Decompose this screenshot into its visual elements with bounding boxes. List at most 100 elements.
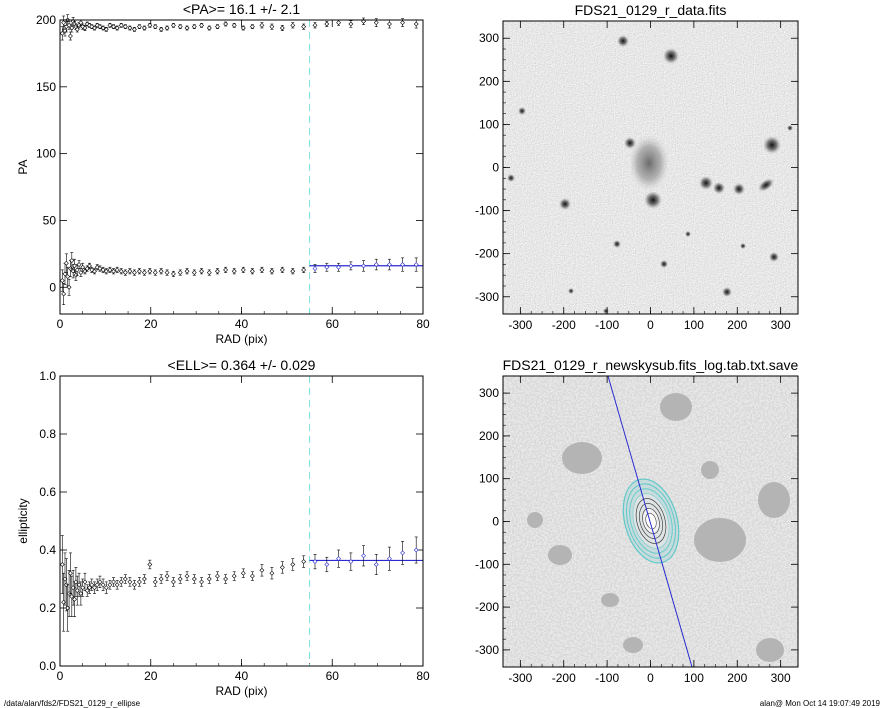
data-point [122, 24, 128, 30]
x-tick-label: 0 [647, 671, 654, 685]
data-point [114, 25, 120, 31]
data-point [147, 562, 153, 567]
data-point [191, 24, 197, 30]
data-point [147, 22, 153, 28]
data-point [84, 266, 90, 271]
data-point [223, 267, 229, 273]
isophote-contours [622, 478, 680, 564]
data-point [184, 25, 190, 31]
data-point [97, 266, 103, 271]
y-tick-label: 0.8 [39, 427, 56, 441]
y-tick-label: 200 [479, 429, 499, 443]
data-point [65, 274, 71, 280]
data-point [107, 582, 113, 588]
data-point [111, 268, 116, 274]
x-tick-label: 60 [326, 669, 340, 683]
y-tick-label: 100 [479, 472, 499, 486]
x-tick-label: 0 [57, 669, 64, 683]
data-point [191, 270, 197, 275]
y-tick-label: 0 [492, 161, 499, 175]
data-point [269, 24, 275, 30]
data-point [184, 573, 190, 579]
data-point [78, 591, 84, 596]
data-point [348, 263, 354, 269]
image-title: FDS21_0129_r_data.fits [575, 2, 727, 18]
data-point [68, 570, 73, 576]
data-point [164, 573, 170, 579]
x-tick-label: 20 [144, 669, 158, 683]
data-point [199, 268, 204, 274]
data-point [152, 270, 158, 275]
x-tick-label: -300 [508, 318, 532, 332]
y-tick-label: -200 [475, 600, 499, 614]
image-title: FDS21_0129_r_newskysub.fits_log.tab.txt.… [503, 357, 799, 373]
x-tick-label: 20 [144, 317, 158, 331]
x-tick-label: -100 [595, 318, 619, 332]
data-point [152, 579, 158, 585]
data-point [107, 22, 113, 28]
data-point [131, 270, 137, 275]
y-tick-label: -300 [475, 290, 499, 304]
data-point [400, 20, 406, 26]
footer-left: /data/alan/fds2/FDS21_0129_r_ellipse [4, 699, 141, 708]
data-point [279, 564, 285, 570]
data-point [147, 268, 153, 274]
y-tick-label: 200 [36, 13, 56, 27]
data-point [97, 579, 103, 585]
data-point [279, 25, 285, 31]
data-point [164, 25, 170, 31]
data-point [231, 573, 237, 579]
data-point [215, 268, 220, 274]
data-point [131, 26, 137, 32]
data-image-panel: -300 -200 -100 0 100 200 300 -300 -200 -100 0 100 20… [475, 2, 799, 332]
data-point [59, 30, 65, 36]
data-point [66, 22, 72, 28]
data-point [141, 576, 147, 582]
data-point [158, 576, 164, 582]
data-point [206, 576, 212, 582]
x-tick-label: -200 [552, 318, 576, 332]
data-point [92, 585, 97, 591]
data-point [136, 579, 142, 585]
y-tick-label: -200 [475, 247, 499, 261]
data-point [206, 25, 212, 31]
data-point [89, 582, 95, 588]
data-point [249, 268, 255, 274]
data-point [312, 559, 318, 565]
data-point [114, 267, 120, 273]
data-point [74, 267, 80, 273]
data-point [348, 559, 354, 565]
data-point [82, 25, 88, 31]
data-point [215, 24, 220, 30]
data-point [59, 562, 65, 567]
data-point [127, 25, 133, 31]
data-point [107, 267, 113, 273]
data-point [80, 264, 86, 270]
data-point [76, 262, 82, 267]
x-axis-label: RAD (pix) [215, 332, 267, 346]
data-point [373, 562, 379, 567]
data-point [361, 553, 366, 559]
data-point [111, 579, 116, 585]
data-point [301, 267, 307, 273]
y-tick-label: 150 [36, 80, 56, 94]
data-point [206, 270, 212, 275]
x-tick-label: 100 [684, 318, 704, 332]
data-point [324, 562, 330, 567]
data-point [127, 579, 133, 585]
data-point [336, 264, 342, 270]
data-point [103, 268, 109, 274]
x-tick-label: 80 [416, 317, 430, 331]
data-point [240, 570, 246, 576]
x-tick-label: 100 [684, 671, 704, 685]
skysub-image [503, 376, 798, 667]
data-point [127, 268, 133, 274]
footer-right: alan@ Mon Oct 14 19:07:49 2019 [760, 699, 881, 708]
data-point [269, 570, 275, 576]
data-point [118, 268, 124, 274]
data-point [249, 24, 255, 30]
x-tick-label: 80 [416, 669, 430, 683]
data-point [400, 550, 406, 556]
data-point [336, 20, 342, 26]
